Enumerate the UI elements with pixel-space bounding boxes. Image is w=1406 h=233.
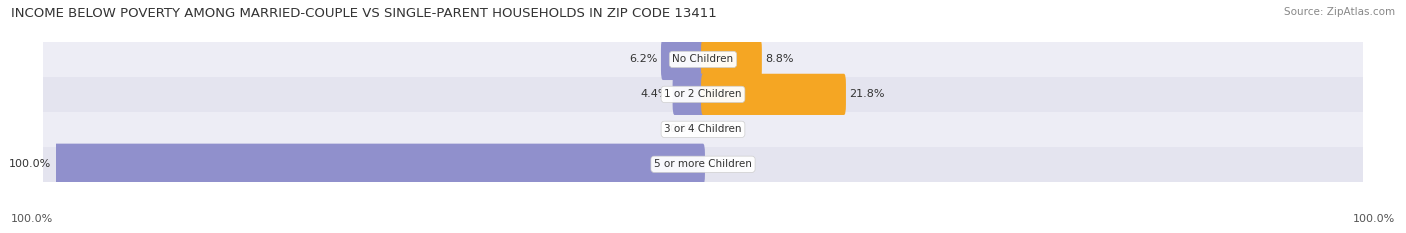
Text: 8.8%: 8.8% — [765, 55, 793, 64]
FancyBboxPatch shape — [55, 144, 704, 185]
Text: 100.0%: 100.0% — [8, 159, 51, 169]
Bar — [44, 147, 1362, 182]
Text: INCOME BELOW POVERTY AMONG MARRIED-COUPLE VS SINGLE-PARENT HOUSEHOLDS IN ZIP COD: INCOME BELOW POVERTY AMONG MARRIED-COUPL… — [11, 7, 717, 20]
FancyBboxPatch shape — [661, 39, 704, 80]
Text: 6.2%: 6.2% — [630, 55, 658, 64]
Text: 100.0%: 100.0% — [11, 214, 53, 224]
FancyBboxPatch shape — [702, 39, 762, 80]
Text: 0.0%: 0.0% — [669, 124, 697, 134]
Text: 21.8%: 21.8% — [849, 89, 884, 99]
Text: 0.0%: 0.0% — [709, 159, 737, 169]
Text: 3 or 4 Children: 3 or 4 Children — [664, 124, 742, 134]
Text: 5 or more Children: 5 or more Children — [654, 159, 752, 169]
Text: Source: ZipAtlas.com: Source: ZipAtlas.com — [1284, 7, 1395, 17]
Legend: Married Couples, Single Parents: Married Couples, Single Parents — [589, 230, 817, 233]
Text: 4.4%: 4.4% — [641, 89, 669, 99]
Text: 0.0%: 0.0% — [709, 124, 737, 134]
FancyBboxPatch shape — [672, 74, 704, 115]
Bar — [44, 77, 1362, 112]
Bar — [44, 112, 1362, 147]
Text: No Children: No Children — [672, 55, 734, 64]
Text: 1 or 2 Children: 1 or 2 Children — [664, 89, 742, 99]
Bar — [44, 42, 1362, 77]
FancyBboxPatch shape — [702, 74, 846, 115]
Text: 100.0%: 100.0% — [1353, 214, 1395, 224]
